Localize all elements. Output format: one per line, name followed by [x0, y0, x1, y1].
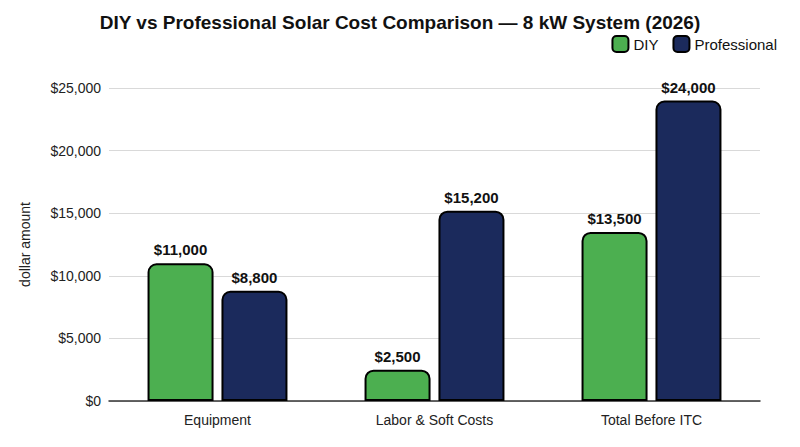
svg-text:$0: $0 — [85, 393, 101, 409]
svg-text:Professional: Professional — [694, 36, 777, 53]
svg-text:DIY: DIY — [633, 36, 658, 53]
svg-text:DIY vs Professional Solar Cost: DIY vs Professional Solar Cost Compariso… — [100, 12, 700, 33]
svg-text:$15,200: $15,200 — [444, 189, 498, 206]
svg-text:Total Before ITC: Total Before ITC — [601, 412, 702, 428]
svg-text:$24,000: $24,000 — [661, 79, 715, 96]
svg-text:dollar amount: dollar amount — [17, 202, 33, 287]
svg-text:$11,000: $11,000 — [154, 241, 207, 258]
svg-text:$2,500: $2,500 — [375, 348, 421, 365]
svg-text:Equipment: Equipment — [184, 412, 251, 428]
svg-text:$13,500: $13,500 — [587, 210, 641, 227]
svg-text:$8,800: $8,800 — [232, 269, 278, 286]
svg-text:$20,000: $20,000 — [50, 143, 101, 159]
svg-text:$25,000: $25,000 — [50, 80, 101, 96]
svg-text:$5,000: $5,000 — [58, 330, 101, 346]
svg-text:$15,000: $15,000 — [50, 205, 101, 221]
svg-text:$10,000: $10,000 — [50, 268, 101, 284]
svg-text:Labor & Soft Costs: Labor & Soft Costs — [376, 412, 494, 428]
